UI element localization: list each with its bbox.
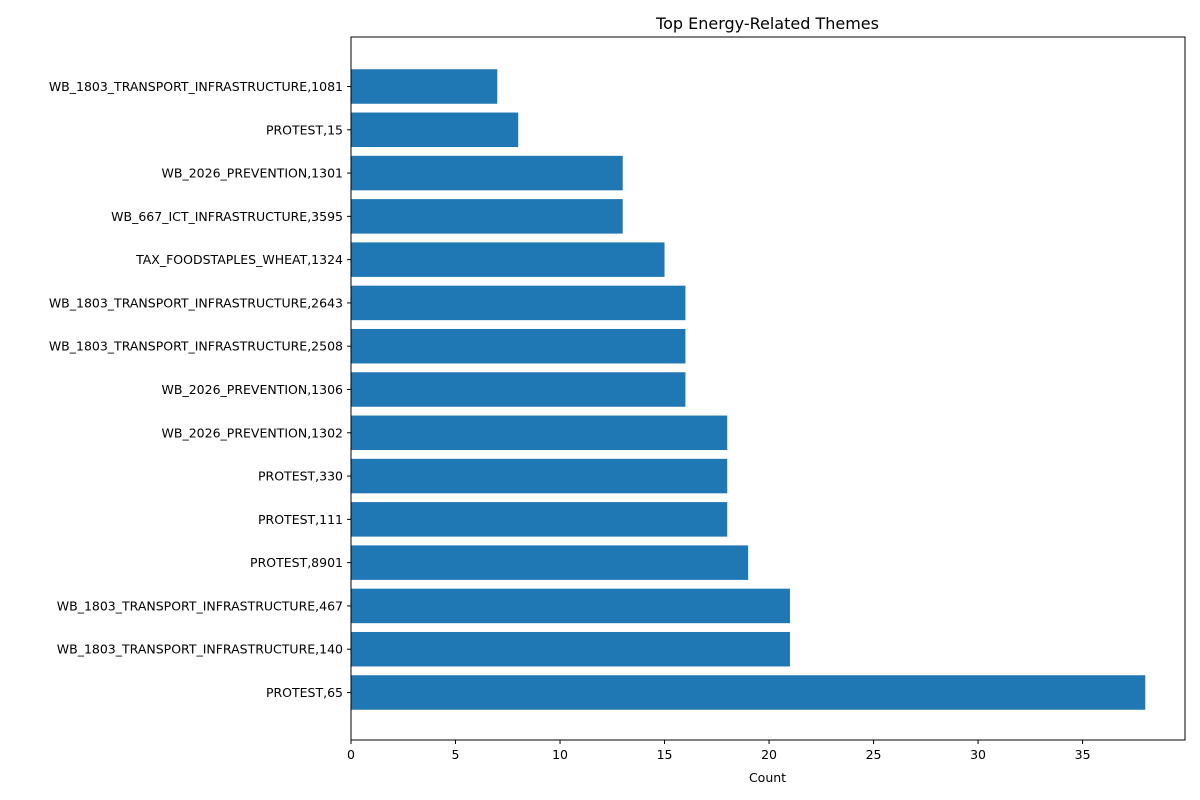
y-tick-label: WB_2026_PREVENTION,1301 xyxy=(162,166,343,181)
bar xyxy=(351,372,686,407)
x-tick-label: 20 xyxy=(761,747,777,762)
y-tick-label: PROTEST,330 xyxy=(258,469,343,484)
bar xyxy=(351,458,728,494)
bar xyxy=(351,415,728,451)
y-tick-label: WB_667_ICT_INFRASTRUCTURE,3595 xyxy=(111,209,343,224)
bar xyxy=(351,285,686,321)
bar xyxy=(351,69,498,104)
y-axis: PROTEST,65 WB_1803_TRANSPORT_INFRASTRUCTU… xyxy=(49,79,351,700)
y-tick-label: WB_1803_TRANSPORT_INFRASTRUCTURE,2508 xyxy=(49,339,343,354)
bar xyxy=(351,588,790,624)
x-tick-label: 35 xyxy=(1075,747,1091,762)
bar xyxy=(351,631,790,667)
x-tick-label: 5 xyxy=(452,747,460,762)
y-tick-label: PROTEST,111 xyxy=(258,512,343,527)
bar xyxy=(351,502,728,537)
y-tick-label: WB_1803_TRANSPORT_INFRASTRUCTURE,2643 xyxy=(49,295,343,310)
y-tick-label: WB_2026_PREVENTION,1306 xyxy=(162,382,344,397)
bar xyxy=(351,545,749,580)
bars-group xyxy=(351,69,1146,710)
y-tick-label: PROTEST,8901 xyxy=(250,555,343,570)
y-tick-label: WB_1803_TRANSPORT_INFRASTRUCTURE,1081 xyxy=(49,79,343,94)
y-tick-label: WB_2026_PREVENTION,1302 xyxy=(162,425,343,440)
y-tick-label: WB_1803_TRANSPORT_INFRASTRUCTURE,467 xyxy=(57,598,343,613)
chart-title: Top Energy-Related Themes xyxy=(655,14,879,33)
x-tick-label: 0 xyxy=(347,747,355,762)
bar xyxy=(351,199,623,234)
bar xyxy=(351,112,519,148)
bar xyxy=(351,155,623,191)
bar xyxy=(351,675,1146,710)
bar xyxy=(351,328,686,364)
x-tick-label: 25 xyxy=(866,747,882,762)
x-tick-label: 15 xyxy=(657,747,673,762)
x-tick-label: 30 xyxy=(970,747,986,762)
bar xyxy=(351,242,665,277)
y-tick-label: PROTEST,15 xyxy=(266,122,343,137)
plot-frame xyxy=(350,36,1186,741)
y-tick-label: TAX_FOODSTAPLES_WHEAT,1324 xyxy=(135,252,343,267)
x-axis: 0 5 10 15 20 25 30 35 xyxy=(347,740,1091,762)
y-tick-label: WB_1803_TRANSPORT_INFRASTRUCTURE,140 xyxy=(57,642,343,657)
x-axis-label: Count xyxy=(749,770,786,785)
y-tick-label: PROTEST,65 xyxy=(266,685,343,700)
x-tick-label: 10 xyxy=(552,747,568,762)
